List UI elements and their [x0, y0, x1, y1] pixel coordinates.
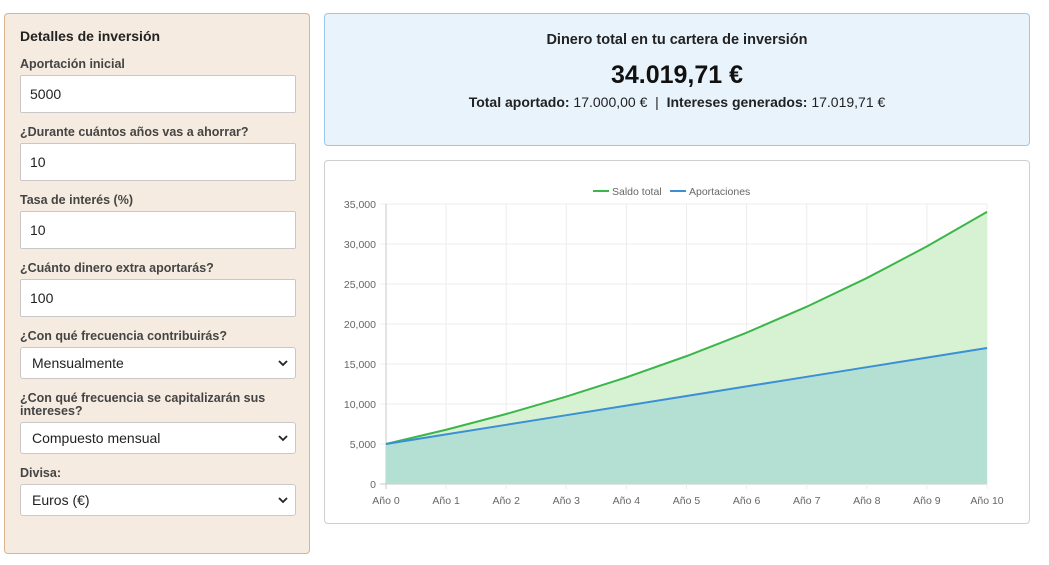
x-tick-label: Año 0	[372, 495, 400, 507]
summary-title: Dinero total en tu cartera de inversión	[546, 32, 808, 48]
contributed-label: Total aportado:	[468, 94, 570, 110]
summary-breakdown: Total aportado: 17.000,00 € | Intereses …	[325, 94, 1029, 110]
x-tick-label: Año 5	[673, 495, 701, 507]
contribution-frequency-value: Mensualmente	[32, 355, 124, 371]
legend-label-aportaciones: Aportaciones	[689, 186, 750, 198]
x-tick-label: Año 6	[733, 495, 761, 507]
field-extra-contribution: ¿Cuánto dinero extra aportarás?	[20, 261, 296, 317]
field-years: ¿Durante cuántos años vas a ahorrar?	[20, 125, 296, 181]
field-contribution-frequency: ¿Con qué frecuencia contribuirás? Mensua…	[20, 329, 296, 379]
extra-contribution-label: ¿Cuánto dinero extra aportarás?	[20, 261, 214, 275]
years-input[interactable]	[20, 143, 296, 181]
x-tick-label: Año 2	[492, 495, 520, 507]
y-tick-label: 35,000	[344, 199, 376, 211]
initial-contribution-input[interactable]	[20, 75, 296, 113]
panel-title: Detalles de inversión	[20, 28, 161, 44]
field-initial-contribution: Aportación inicial	[20, 57, 296, 113]
y-tick-label: 15,000	[344, 359, 376, 371]
legend-label-saldo: Saldo total	[612, 186, 662, 198]
y-tick-label: 0	[370, 479, 376, 491]
x-tick-label: Año 10	[970, 495, 1003, 507]
compounding-frequency-select[interactable]: Compuesto mensual	[20, 422, 296, 454]
contribution-frequency-select[interactable]: Mensualmente	[20, 347, 296, 379]
x-tick-label: Año 4	[613, 495, 641, 507]
y-tick-label: 25,000	[344, 279, 376, 291]
interest-value: 17.019,71 €	[811, 94, 886, 110]
x-tick-label: Año 3	[553, 495, 581, 507]
initial-contribution-label: Aportación inicial	[20, 57, 125, 71]
field-interest-rate: Tasa de interés (%)	[20, 193, 296, 249]
years-label: ¿Durante cuántos años vas a ahorrar?	[20, 125, 249, 139]
growth-chart: 0 5,000 10,000 15,000 20,000 25,000 30,000 35,0…	[324, 160, 1030, 524]
investment-details-panel: Detalles de inversión Aportación inicial…	[4, 13, 310, 554]
contributed-value: 17.000,00 €	[573, 94, 648, 110]
interest-rate-label: Tasa de interés (%)	[20, 193, 134, 207]
y-tick-label: 20,000	[344, 319, 376, 331]
field-currency: Divisa: Euros (€)	[20, 466, 296, 516]
compounding-frequency-label: ¿Con qué frecuencia se capitalizarán sus…	[20, 391, 266, 418]
interest-label: Intereses generados:	[666, 94, 808, 110]
y-tick-label: 30,000	[344, 239, 376, 251]
chevron-down-icon	[278, 435, 288, 442]
interest-rate-input[interactable]	[20, 211, 296, 249]
field-compounding-frequency: ¿Con qué frecuencia se capitalizarán sus…	[20, 391, 296, 454]
chevron-down-icon	[278, 360, 288, 367]
currency-select[interactable]: Euros (€)	[20, 484, 296, 516]
x-tick-label: Año 9	[913, 495, 941, 507]
aportaciones-area	[386, 348, 987, 484]
extra-contribution-input[interactable]	[20, 279, 296, 317]
currency-value: Euros (€)	[32, 492, 90, 508]
portfolio-summary: Dinero total en tu cartera de inversión …	[324, 13, 1030, 146]
growth-chart-svg: 0 5,000 10,000 15,000 20,000 25,000 30,000 35,0…	[344, 186, 1004, 507]
x-tick-label: Año 1	[432, 495, 460, 507]
currency-label: Divisa:	[20, 466, 61, 480]
portfolio-total: 34.019,71 €	[610, 61, 744, 89]
saldo-total-line	[385, 210, 988, 445]
y-tick-label: 10,000	[344, 399, 376, 411]
contribution-frequency-label: ¿Con qué frecuencia contribuirás?	[20, 329, 227, 343]
aportaciones-line	[385, 347, 988, 445]
chevron-down-icon	[278, 497, 288, 504]
x-tick-label: Año 7	[793, 495, 821, 507]
y-tick-label: 5,000	[350, 439, 376, 451]
summary-separator: |	[655, 94, 659, 110]
x-tick-label: Año 8	[853, 495, 881, 507]
compounding-frequency-value: Compuesto mensual	[32, 430, 161, 446]
